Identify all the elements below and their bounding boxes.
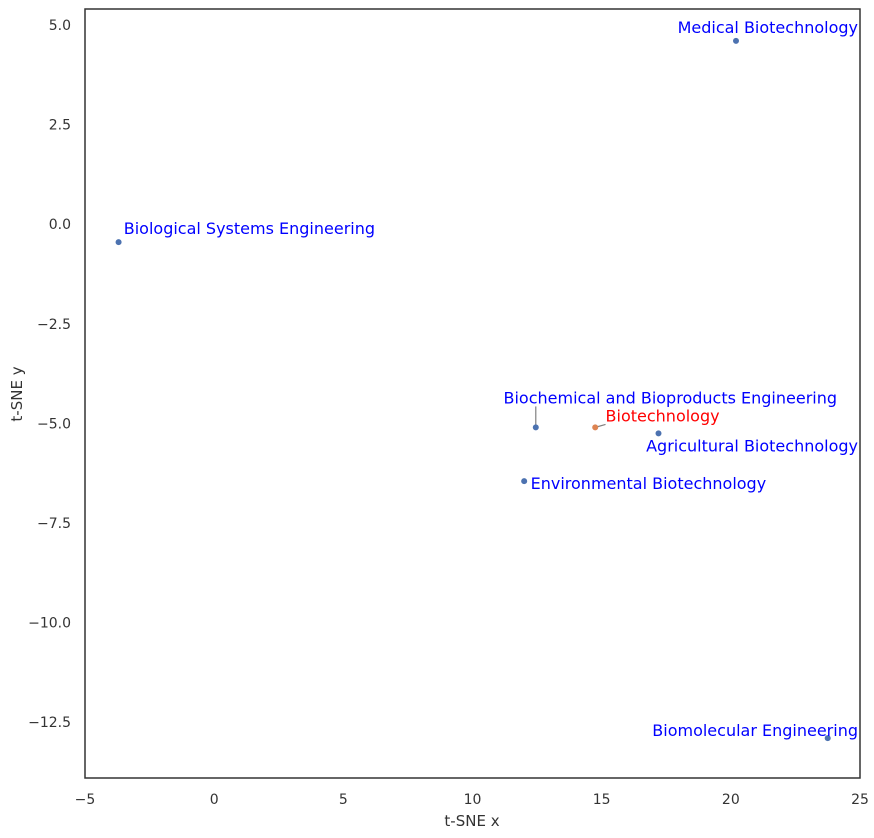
x-axis-ticks: −5 0 5 10 15 20 25 bbox=[75, 792, 869, 808]
data-point bbox=[532, 424, 539, 431]
point-label: Environmental Biotechnology bbox=[531, 474, 767, 493]
y-tick-label: −5.0 bbox=[37, 416, 71, 432]
plot-background bbox=[85, 9, 860, 778]
x-tick-label: −5 bbox=[75, 792, 96, 808]
x-tick-label: 25 bbox=[851, 792, 869, 808]
data-point bbox=[521, 478, 528, 485]
highlight-data-point bbox=[592, 424, 599, 431]
point-label: Agricultural Biotechnology bbox=[646, 436, 858, 455]
y-tick-label: 2.5 bbox=[49, 118, 71, 134]
y-tick-label: 5.0 bbox=[49, 18, 71, 34]
point-label: Biochemical and Bioproducts Engineering bbox=[504, 388, 838, 407]
y-tick-label: −12.5 bbox=[28, 715, 71, 731]
plot-frame bbox=[84, 8, 861, 779]
y-tick-label: 0.0 bbox=[49, 217, 71, 233]
y-axis-ticks: 5.0 2.5 0.0 −2.5 −5.0 −7.5 −10.0 −12.5 bbox=[28, 18, 71, 731]
x-tick-label: 20 bbox=[722, 792, 740, 808]
data-point bbox=[733, 37, 739, 44]
y-axis-title: t-SNE y bbox=[8, 366, 26, 421]
point-label: Biomolecular Engineering bbox=[652, 721, 858, 740]
point-label: Biotechnology bbox=[606, 406, 720, 425]
data-point bbox=[824, 735, 831, 742]
x-tick-label: 5 bbox=[339, 792, 348, 808]
x-tick-label: 10 bbox=[464, 792, 482, 808]
y-tick-label: −10.0 bbox=[28, 616, 71, 632]
y-tick-label: −7.5 bbox=[37, 516, 71, 532]
data-point bbox=[655, 430, 662, 437]
data-points bbox=[115, 37, 831, 742]
data-point bbox=[115, 239, 122, 246]
x-tick-label: 15 bbox=[593, 792, 611, 808]
x-axis-title: t-SNE x bbox=[444, 812, 499, 830]
y-tick-label: −2.5 bbox=[37, 317, 71, 333]
point-label: Biological Systems Engineering bbox=[124, 219, 375, 238]
point-labels: Medical Biotechnology Biological Systems … bbox=[124, 18, 858, 740]
x-tick-label: 0 bbox=[210, 792, 219, 808]
point-label: Medical Biotechnology bbox=[678, 18, 858, 37]
